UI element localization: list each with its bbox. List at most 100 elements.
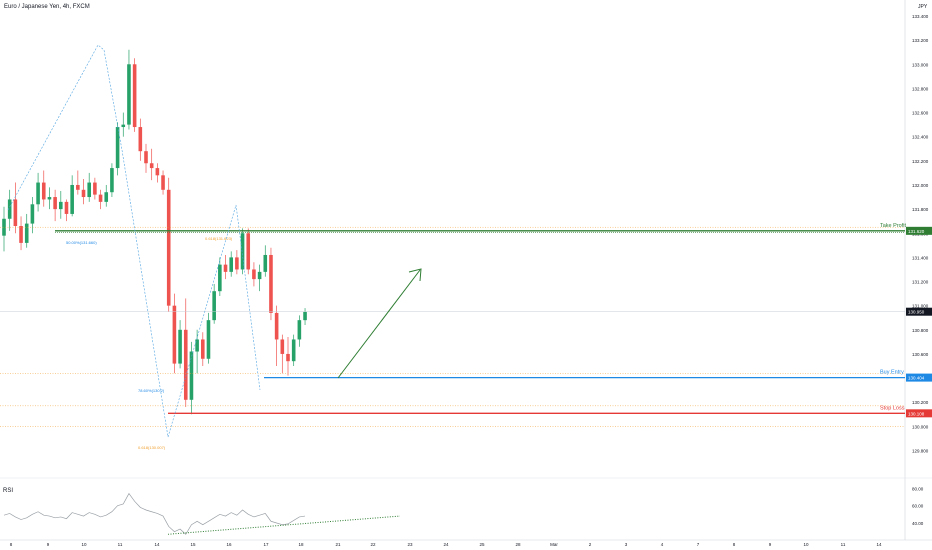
candle-body [81, 189, 86, 198]
x-tick-label: 28 [515, 542, 521, 547]
x-tick-label: 14 [876, 542, 882, 547]
x-tick-label: 15 [190, 542, 196, 547]
y-tick-label: 130.200 [912, 400, 929, 405]
x-tick-label: 11 [118, 542, 123, 547]
level-price-box [906, 226, 932, 235]
candle-body [19, 226, 23, 243]
x-tick-label: 25 [479, 542, 485, 547]
x-tick-label: 9 [769, 542, 772, 547]
candle-body [297, 320, 302, 340]
candle-body [223, 264, 228, 272]
rsi-line [3, 492, 306, 535]
level-label: Stop Loss [880, 405, 905, 411]
level-price-label: 130.108 [908, 411, 925, 416]
candle-body [161, 175, 165, 190]
y-tick-label: 131.200 [912, 280, 929, 285]
candle-body [155, 168, 160, 176]
candle-body [127, 64, 131, 125]
candle-body [178, 329, 182, 364]
candle-body [172, 305, 177, 364]
candle-body [189, 351, 194, 400]
x-tick-label: 16 [226, 542, 232, 547]
candle-body [98, 194, 103, 202]
candle-body [235, 257, 239, 270]
fib-label: 0.618(130.007) [138, 445, 166, 450]
candle-body [240, 233, 245, 270]
y-tick-label: 130.600 [912, 352, 929, 357]
x-tick-label: 8 [10, 542, 13, 547]
candle-body [212, 291, 216, 321]
level-price-label: 130.404 [908, 376, 925, 381]
x-tick-label: 22 [370, 542, 376, 547]
swing-line [7, 44, 261, 438]
candle-body [41, 182, 46, 200]
y-tick-label: 130.800 [912, 328, 929, 333]
x-tick-label: 10 [803, 542, 809, 547]
y-tick-label: 129.800 [912, 449, 929, 454]
x-tick-label: 3 [625, 542, 628, 547]
candle-body [286, 353, 290, 362]
y-tick-label: 132.600 [912, 111, 929, 116]
y-tick-label: 132.400 [912, 135, 929, 140]
x-tick-label: 7 [697, 542, 700, 547]
x-tick-label: 18 [298, 542, 304, 547]
x-tick-label: 24 [443, 542, 449, 547]
rsi-tick-label: 80.00 [912, 486, 924, 491]
y-tick-label: 131.400 [912, 255, 929, 260]
chart-title: Euro / Japanese Yen, 4h, FXCM [4, 4, 90, 10]
y-tick-label: 132.800 [912, 86, 929, 91]
candle-body [263, 254, 268, 272]
candle-body [7, 199, 12, 219]
rsi-tick-label: 60.00 [912, 504, 924, 509]
candle-body [2, 218, 6, 236]
candle-body [303, 311, 307, 321]
candle-body [47, 197, 52, 200]
candle-body [201, 339, 205, 359]
y-tick-label: 133.200 [912, 38, 929, 43]
y-tick-label: 131.800 [912, 207, 929, 212]
x-tick-label: 14 [154, 542, 160, 547]
candle-body [132, 64, 137, 128]
y-tick-label: 133.400 [912, 14, 929, 19]
level-price-box [906, 373, 932, 382]
rsi-label: RSI [3, 488, 14, 494]
x-tick-label: 23 [407, 542, 413, 547]
level-label: Buy Entry [880, 370, 904, 376]
y-tick-label: 133.000 [912, 62, 929, 67]
y-tick-label: 132.200 [912, 159, 929, 164]
currency-label: JPY [918, 4, 928, 10]
candle-body [252, 269, 256, 280]
candle-body [218, 264, 222, 292]
candle-body [246, 233, 251, 270]
candle-body [87, 182, 91, 198]
candle-body [149, 163, 154, 169]
candle-body [138, 127, 143, 152]
y-tick-label: 130.000 [912, 424, 929, 429]
x-tick-label: 11 [841, 542, 846, 547]
candle-body [280, 339, 285, 354]
candle-body [70, 184, 74, 214]
candle-body [257, 271, 262, 280]
x-tick-label: 10 [81, 542, 87, 547]
x-tick-label: 21 [335, 542, 341, 547]
projection-arrow [337, 269, 421, 379]
candle-body [76, 184, 80, 190]
x-tick-label: 17 [263, 542, 269, 547]
x-tick-label: 8 [733, 542, 736, 547]
candle-body [229, 257, 233, 272]
candle-body [64, 201, 69, 214]
candle-body [13, 199, 18, 227]
candle-body [93, 182, 97, 195]
level-label: Take Profit [880, 223, 906, 229]
current-price-box [906, 307, 932, 316]
candle-body [104, 192, 109, 202]
fib-label: 78.60%(130.2) [138, 388, 165, 393]
level-price-label: 131.620 [908, 229, 925, 234]
current-price-label: 130.950 [908, 310, 925, 315]
rsi-tick-label: 40.00 [912, 521, 924, 526]
candle-body [206, 320, 211, 359]
candle-body [291, 339, 296, 362]
fib-label: 50.00%(131.660) [66, 240, 97, 245]
rsi-trendline [167, 515, 401, 535]
